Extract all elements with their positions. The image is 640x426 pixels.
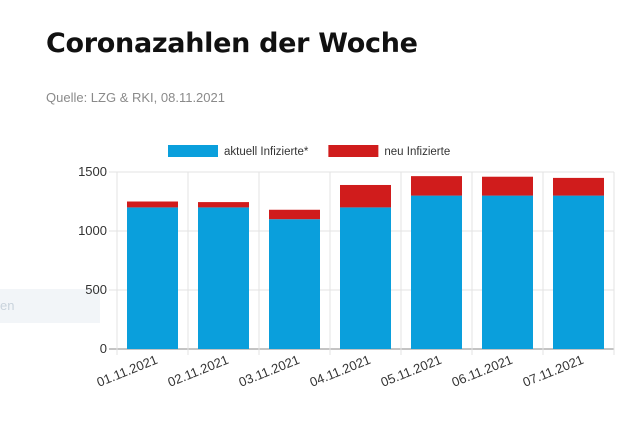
bar-segment[interactable] [411,176,462,196]
bar-segment[interactable] [340,184,391,208]
y-tick-label: 500 [85,282,107,297]
x-tick-label: 07.11.2021 [521,352,586,390]
bar-segment[interactable] [411,195,462,349]
y-tick-label: 0 [100,341,107,356]
chart-title: Coronazahlen der Woche [46,28,418,59]
x-tick-label: 02.11.2021 [166,352,231,390]
bar-segment[interactable] [269,209,320,220]
y-tick-label: 1500 [78,164,107,179]
x-tick-label: 05.11.2021 [379,352,444,390]
x-tick-label: 06.11.2021 [450,352,515,390]
bar-segment[interactable] [269,219,320,349]
bar-segment[interactable] [198,202,249,208]
bar-segment[interactable] [482,195,533,349]
x-tick-label: 03.11.2021 [237,352,302,390]
legend-swatch [168,145,218,157]
bar-segment[interactable] [127,207,178,349]
bar-segment[interactable] [553,177,604,196]
x-tick-label: 01.11.2021 [95,352,160,390]
source-note: Quelle: LZG & RKI, 08.11.2021 [46,90,225,105]
legend-swatch [328,145,379,157]
bar-segment[interactable] [127,201,178,208]
side-widget-fragment[interactable]: en [0,289,100,323]
bar-segment[interactable] [553,195,604,349]
x-tick-label: 04.11.2021 [308,352,373,390]
legend-label: aktuell Infizierte* [224,146,309,158]
bar-segment[interactable] [482,176,533,196]
side-widget-text: en [0,298,15,313]
y-tick-label: 1000 [78,223,107,238]
legend-label: neu Infizierte [384,146,450,158]
bar-segment[interactable] [198,207,249,349]
bar-segment[interactable] [340,207,391,349]
